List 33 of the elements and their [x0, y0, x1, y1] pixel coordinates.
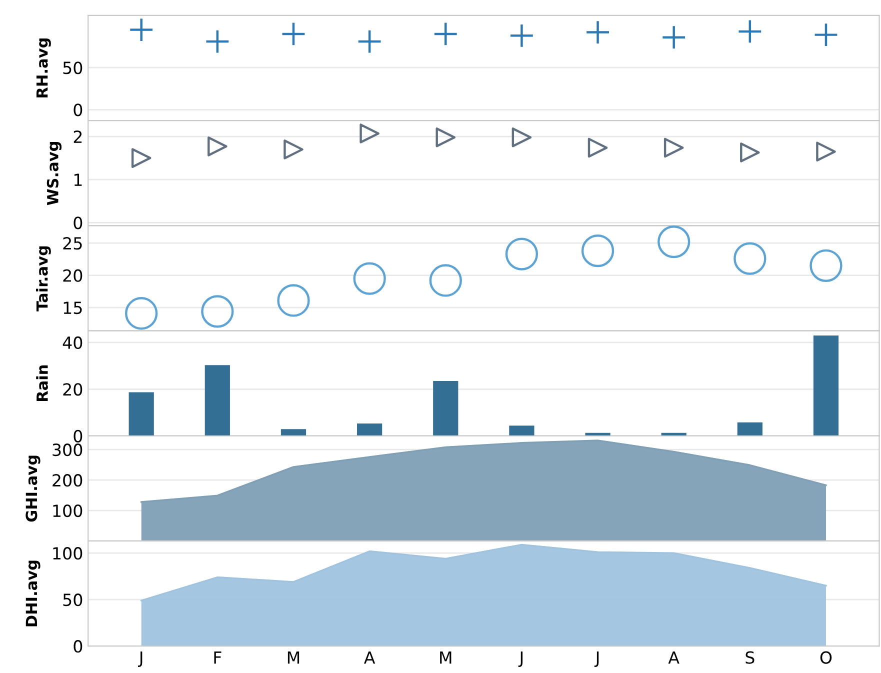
x-tick-label: M: [288, 651, 300, 664]
y-tick-label: 50: [63, 62, 82, 74]
y-tick-label: 100: [53, 504, 82, 518]
y-tick-label: 0: [74, 640, 82, 653]
y-axis-title: Tair.avg: [36, 246, 51, 312]
x-tick-label: S: [746, 651, 754, 664]
y-tick-label: 100: [53, 547, 82, 560]
y-tick-label: 0: [74, 216, 82, 230]
x-tick-label: A: [668, 651, 680, 664]
x-tick-label: A: [364, 651, 376, 664]
y-tick-label: 200: [52, 474, 82, 487]
x-tick-label: J: [518, 651, 523, 667]
y-axis-title: RH.avg: [36, 38, 51, 98]
y-tick-label: 0: [74, 430, 82, 442]
y-tick-label: 40: [62, 336, 82, 350]
y-axis-title: WS.avg: [46, 142, 62, 206]
x-tick-label: J: [138, 651, 142, 667]
y-tick-label: 20: [63, 383, 82, 396]
y-axis-title: GHI.avg: [26, 456, 40, 522]
y-axis-title: Rain: [36, 365, 48, 402]
y-tick-label: 25: [63, 237, 82, 250]
y-tick-label: 0: [74, 104, 82, 116]
y-axis-title: DHI.avg: [26, 560, 40, 626]
x-tick-label: F: [214, 651, 222, 664]
y-tick-label: 300: [52, 444, 82, 456]
y-tick-label: 50: [63, 594, 82, 606]
y-tick-label: 20: [63, 269, 82, 282]
x-tick-label: J: [594, 651, 599, 667]
y-tick-label: 15: [64, 302, 82, 314]
x-tick-label: O: [820, 651, 832, 664]
y-tick-label: 2: [74, 130, 82, 143]
x-tick-label: M: [440, 651, 452, 664]
y-tick-label: 1: [74, 174, 82, 186]
